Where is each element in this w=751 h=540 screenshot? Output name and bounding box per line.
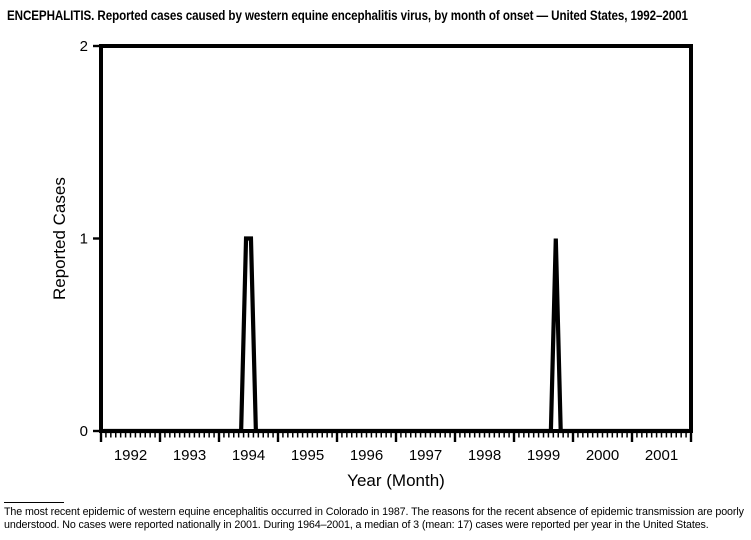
footnote: The most recent epidemic of western equi…: [4, 506, 749, 532]
x-tick-label: 1996: [350, 447, 383, 464]
x-axis-label: Year (Month): [347, 471, 445, 490]
x-tick-label: 2000: [586, 447, 619, 464]
footnote-line-2: understood. No cases were reported natio…: [4, 518, 709, 531]
y-axis-label: Reported Cases: [50, 177, 69, 300]
y-tick-label: 0: [80, 423, 88, 440]
footnote-rule: [4, 502, 64, 503]
x-tick-label: 2001: [645, 447, 678, 464]
x-tick-label: 1995: [291, 447, 324, 464]
y-tick-label: 1: [80, 231, 88, 248]
plot-border: [99, 44, 693, 433]
x-tick-label: 1994: [232, 447, 265, 464]
footnote-line-1: The most recent epidemic of western equi…: [4, 506, 744, 518]
x-tick-label: 1997: [409, 447, 442, 464]
data-line: [103, 236, 689, 434]
x-tick-label: 1993: [173, 447, 206, 464]
x-tick-label: 1998: [468, 447, 501, 464]
y-tick-label: 2: [80, 38, 88, 55]
x-tick-label: 1992: [114, 447, 147, 464]
chart-title: ENCEPHALITIS. Reported cases caused by w…: [7, 8, 688, 23]
x-tick-label: 1999: [527, 447, 560, 464]
